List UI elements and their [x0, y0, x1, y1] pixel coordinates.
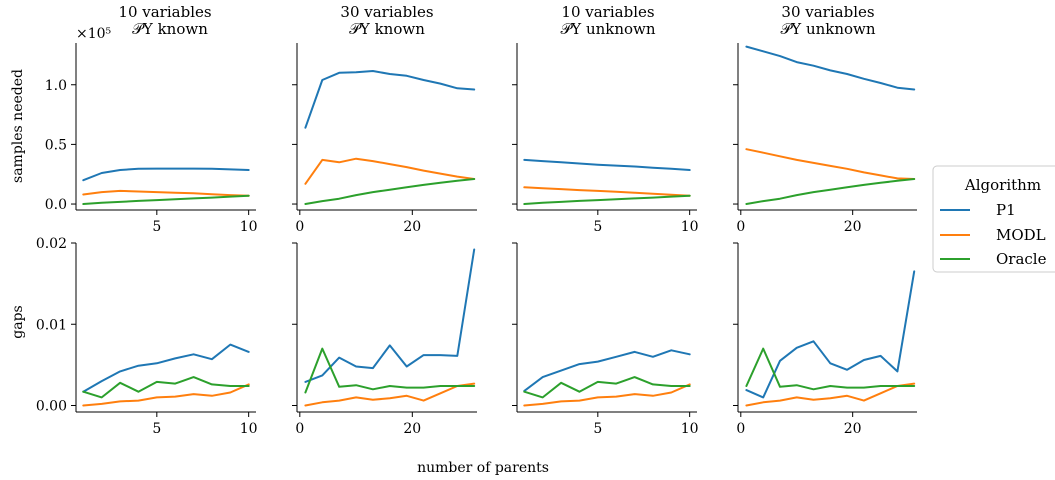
panel-top-3: 5 10: [512, 43, 699, 235]
series-line-oracle: [745, 178, 916, 205]
y-tick-label: 0.01: [36, 317, 67, 333]
series-line-modl: [304, 382, 476, 407]
series-line-modl: [745, 382, 916, 407]
panels: 0.0 0.5 1.0 5 10 0 20 5 10 0 20 0.00 0.01 0.02 5 10 0 20 5…: [36, 43, 917, 437]
y-axis-label-bottom: gaps: [10, 305, 26, 338]
x-tick-label: 0: [295, 219, 304, 235]
legend-label-p1: P1: [996, 201, 1016, 219]
col-title-2-line1: 30 variables: [340, 3, 433, 21]
y-tick-label: 0.0: [45, 197, 67, 213]
x-tick-label: 5: [152, 421, 161, 437]
series-line-modl: [304, 157, 476, 185]
col-title-1-line2: 𝒫Y known: [132, 20, 208, 38]
legend-label-oracle: Oracle: [996, 250, 1047, 268]
legend: Algorithm P1 MODL Oracle: [932, 165, 1055, 273]
panel-bottom-3: 5 10: [512, 242, 699, 437]
series-line-oracle: [745, 347, 916, 391]
x-tick-label: 0: [736, 219, 745, 235]
series-line-p1: [82, 343, 250, 393]
panel-top-2: 0 20: [292, 43, 477, 235]
col-title-3-line1: 10 variables: [561, 3, 654, 21]
series-line-modl: [82, 189, 250, 197]
legend-frame: [932, 165, 1055, 273]
series-line-p1: [745, 270, 916, 399]
series-line-p1: [82, 167, 250, 182]
col-title-4-line2: 𝒫Y unknown: [780, 20, 875, 38]
series-line-oracle: [82, 194, 250, 205]
series-line-modl: [745, 148, 916, 180]
series-line-p1: [523, 349, 691, 392]
y-tick-label: 1.0: [45, 78, 67, 94]
col-title-4-line1: 30 variables: [781, 3, 874, 21]
col-title-1-line1: 10 variables: [118, 3, 211, 21]
col-title-3-line2: 𝒫Y unknown: [560, 20, 655, 38]
x-tick-label: 5: [593, 421, 602, 437]
panel-bottom-1: 0.00 0.01 0.02 5 10: [36, 236, 258, 437]
x-tick-label: 5: [152, 219, 161, 235]
panel-top-4: 0 20: [733, 43, 917, 235]
x-tick-label: 0: [295, 421, 304, 437]
series-line-modl: [523, 186, 691, 197]
x-axis-label: number of parents: [417, 460, 549, 476]
x-tick-label: 10: [681, 421, 699, 437]
panel-top-1: 0.0 0.5 1.0 5 10: [45, 43, 258, 235]
legend-title: Algorithm: [964, 176, 1041, 194]
series-line-oracle: [304, 347, 476, 394]
x-tick-label: 10: [240, 421, 258, 437]
x-tick-label: 10: [240, 219, 258, 235]
y-tick-label: 0.00: [36, 399, 67, 415]
y-tick-label: 0.02: [36, 236, 67, 252]
x-tick-label: 20: [403, 219, 421, 235]
legend-label-modl: MODL: [996, 226, 1046, 244]
x-tick-label: 20: [403, 421, 421, 437]
series-line-p1: [304, 248, 476, 383]
series-line-modl: [523, 383, 691, 407]
x-tick-label: 10: [681, 219, 699, 235]
x-tick-label: 5: [593, 219, 602, 235]
series-line-p1: [304, 70, 476, 129]
series-line-modl: [82, 383, 250, 407]
y-axis-label-top: samples needed: [10, 69, 26, 183]
series-line-p1: [523, 158, 691, 171]
top-row-scale-label: ×10⁵: [76, 26, 112, 42]
series-line-p1: [745, 45, 916, 91]
x-tick-label: 0: [736, 421, 745, 437]
series-line-oracle: [523, 376, 691, 399]
series-line-oracle: [82, 376, 250, 399]
series-line-oracle: [523, 194, 691, 205]
panel-bottom-2: 0 20: [292, 242, 477, 437]
x-tick-label: 20: [844, 421, 862, 437]
panel-bottom-4: 0 20: [733, 242, 917, 437]
x-tick-label: 20: [844, 219, 862, 235]
series-line-oracle: [304, 178, 476, 205]
y-tick-label: 0.5: [45, 137, 67, 153]
col-title-2-line2: 𝒫Y known: [349, 20, 425, 38]
